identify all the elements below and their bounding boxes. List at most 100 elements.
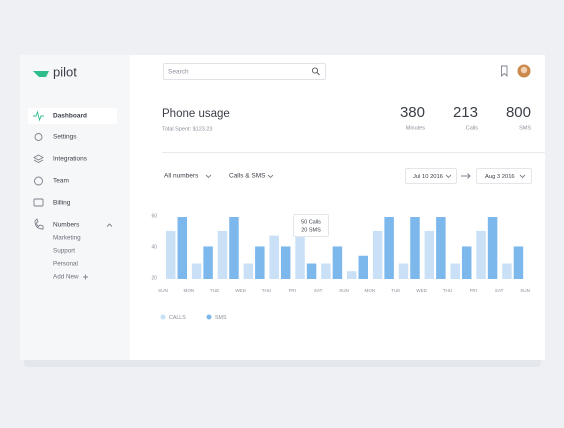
date-from[interactable] [405,168,457,184]
chart: 20 40 60 SUN MON TUE WED THU FRI SAT SUN MON TUE WED T… [151,213,529,321]
stat-value: 380 [400,104,425,121]
date-to-text: Aug 3 2016 [485,174,515,180]
bar [461,246,472,279]
y-tick-label: 60 [151,213,157,219]
nav-item[interactable]: Team [53,178,69,185]
search-icon [316,72,320,76]
chevron [205,174,212,179]
x-tick-label: THU [262,288,271,293]
logo: pilot [53,64,77,79]
chevron [445,174,452,179]
collapse-icon[interactable] [106,223,113,227]
bar [450,263,460,279]
chevron [519,174,526,179]
bar [513,246,524,279]
y-tick-label: 20 [151,275,157,281]
stat-value: 213 [453,104,478,121]
bar [398,263,409,279]
x-tick-label: TUE [210,288,219,293]
bar [410,217,420,279]
subnav-item[interactable]: Support [53,248,75,255]
sidebar [20,55,130,360]
x-tick-label: SUN [339,288,349,293]
legend-marker [160,314,166,320]
subnav-item[interactable]: Personal [53,261,78,268]
chevron [267,174,274,179]
nav-item[interactable]: Numbers [53,222,80,229]
bar [487,217,498,279]
nav-icon [33,154,44,164]
legend-label: SMS [215,315,227,321]
bar [243,263,254,279]
page-title: Phone usage [162,108,230,120]
nav-icon [34,133,43,141]
bar [436,217,446,279]
tooltip-text: 50 Calls [301,219,321,225]
search-box[interactable] [163,63,326,80]
page-subtitle: Total Spent: $123.23 [162,126,212,132]
nav-item[interactable]: Dashboard [53,113,87,120]
date-to[interactable] [476,168,532,184]
bar [280,246,291,279]
bar [347,271,357,279]
search-placeholder: Search [168,69,189,76]
nav-item[interactable]: Billing [53,200,71,207]
arrow-icon [461,173,471,179]
bar [502,263,512,279]
legend-label: CALLS [169,315,186,321]
date-from-text: Jul 10 2016 [413,174,443,180]
x-tick-label: WED [416,288,427,293]
nav-item[interactable]: Settings [53,134,77,141]
x-tick-label: THU [443,288,452,293]
x-tick-label: SUN [158,288,168,293]
bar [372,230,383,279]
bar [191,263,202,279]
nav-icon [33,198,44,207]
bar [255,246,265,279]
x-tick-label: SUN [520,288,530,293]
search-icon [311,67,319,74]
x-tick-label: MON [365,288,376,293]
x-tick-label: SAT [495,288,504,293]
logo-icon [33,71,49,77]
x-tick-label: FRI [470,288,477,293]
nav-item[interactable]: Integrations [53,156,88,163]
bar [203,246,213,279]
x-tick-label: TUE [391,288,400,293]
bookmark-icon[interactable] [501,65,508,78]
avatar [520,66,528,74]
tooltip-text: 20 SMS [301,227,321,233]
tooltip [293,214,329,237]
nav-icon [34,218,44,230]
bar [306,263,317,279]
filter-kind[interactable]: Calls & SMS [229,173,266,180]
bar [229,217,239,279]
x-tick-label: FRI [289,288,296,293]
add-icon[interactable] [83,274,88,280]
nav-icon [34,176,43,186]
filter-numbers[interactable]: All numbers [164,173,199,180]
stat-value: 800 [506,104,531,121]
nav-active[interactable] [28,108,117,124]
legend-marker [206,314,212,320]
bar [476,230,486,279]
bar [295,235,305,279]
stat-label: Calls [466,125,478,131]
subnav-item[interactable]: Marketing [53,235,81,242]
bar [166,230,176,279]
bar [269,235,279,279]
bar [177,217,187,279]
bar [332,246,343,279]
x-tick-label: SAT [314,288,323,293]
x-tick-label: WED [235,288,246,293]
bar [321,263,331,279]
bar [358,255,369,279]
bar [424,230,435,279]
bar [384,217,394,279]
y-tick-label: 40 [151,244,157,250]
stat-label: Minutes [406,125,426,131]
stat-label: SMS [519,125,531,131]
bar [217,230,228,279]
subnav-item[interactable]: Add New [53,274,79,281]
